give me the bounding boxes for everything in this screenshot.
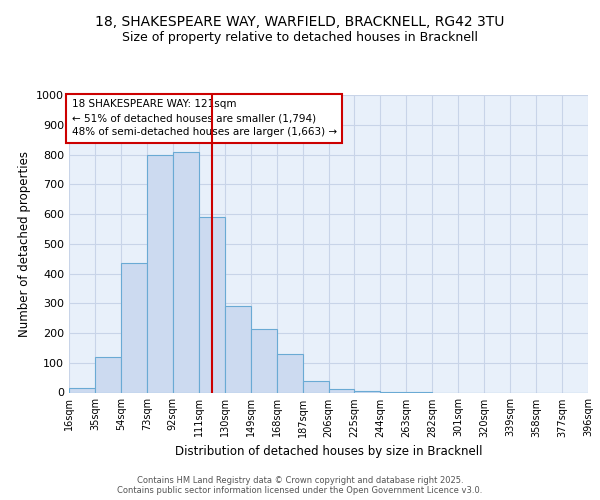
Bar [199, 217, 224, 392]
Bar [302, 380, 329, 392]
Text: 18 SHAKESPEARE WAY: 121sqm
← 51% of detached houses are smaller (1,794)
48% of s: 18 SHAKESPEARE WAY: 121sqm ← 51% of deta… [71, 100, 337, 138]
Bar [329, 389, 355, 392]
Bar [95, 357, 121, 392]
Text: Contains HM Land Registry data © Crown copyright and database right 2025.
Contai: Contains HM Land Registry data © Crown c… [118, 476, 482, 495]
Bar [224, 306, 251, 392]
Y-axis label: Number of detached properties: Number of detached properties [17, 151, 31, 337]
Bar [121, 263, 147, 392]
Bar [147, 154, 173, 392]
Text: 18, SHAKESPEARE WAY, WARFIELD, BRACKNELL, RG42 3TU: 18, SHAKESPEARE WAY, WARFIELD, BRACKNELL… [95, 16, 505, 30]
Bar [69, 388, 95, 392]
Bar [355, 391, 380, 392]
Text: Size of property relative to detached houses in Bracknell: Size of property relative to detached ho… [122, 31, 478, 44]
Bar [173, 152, 199, 392]
Bar [277, 354, 302, 393]
Bar [251, 328, 277, 392]
X-axis label: Distribution of detached houses by size in Bracknell: Distribution of detached houses by size … [175, 445, 482, 458]
